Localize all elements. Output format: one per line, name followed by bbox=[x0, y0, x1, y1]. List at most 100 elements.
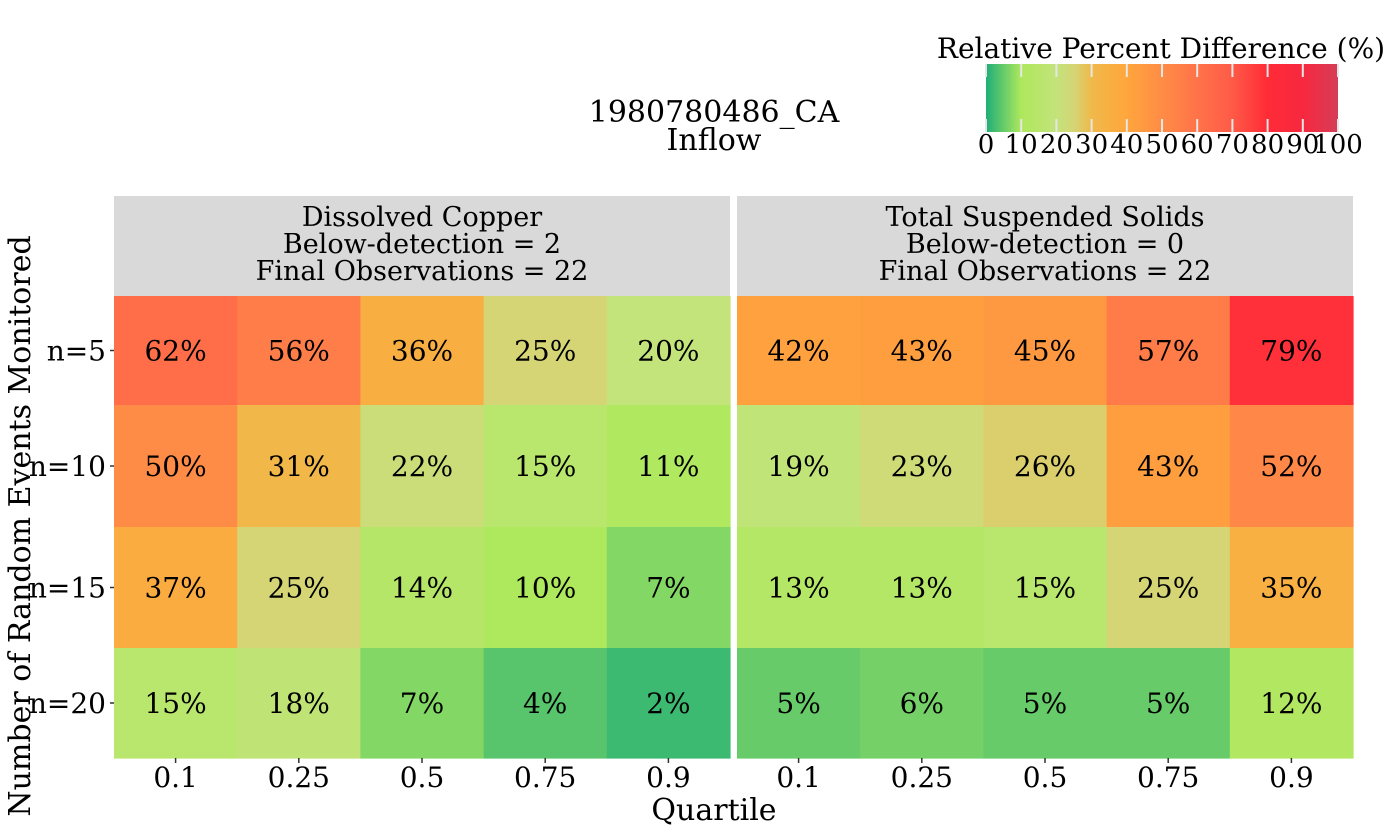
cell-value-label: 15% bbox=[144, 687, 206, 720]
facet-strip-label: Total Suspended Solids bbox=[885, 202, 1204, 233]
color-legend: Relative Percent Difference (%) 0 10 20 30 4… bbox=[937, 32, 1385, 160]
cell-value-label: 7% bbox=[400, 687, 444, 720]
heatmap-cell bbox=[237, 405, 361, 528]
y-axis-title: Number of Random Events Monitored bbox=[3, 235, 38, 816]
heatmap-cell bbox=[983, 527, 1108, 649]
cell-value-label: 62% bbox=[144, 335, 206, 368]
cell-value-label: 19% bbox=[767, 450, 829, 483]
cell-value-label: 2% bbox=[646, 687, 690, 720]
x-tick-label: 0.75 bbox=[514, 761, 576, 794]
heatmap-cell bbox=[114, 527, 238, 649]
cell-value-label: 5% bbox=[1146, 687, 1190, 720]
heatmap-cell bbox=[483, 527, 608, 649]
cell-value-label: 13% bbox=[767, 572, 829, 605]
heatmap-cell bbox=[606, 296, 731, 406]
cell-value-label: 35% bbox=[1260, 572, 1322, 605]
cell-value-label: 45% bbox=[1014, 335, 1076, 368]
cell-value-label: 4% bbox=[523, 687, 567, 720]
cell-value-label: 57% bbox=[1137, 335, 1199, 368]
heatmap-cell bbox=[983, 296, 1108, 406]
chart-subtitle: Inflow bbox=[667, 123, 762, 158]
heatmap-cell bbox=[1106, 405, 1231, 528]
legend-tick-label: 10 bbox=[1005, 130, 1038, 160]
heatmap-cell bbox=[114, 648, 238, 759]
cell-value-label: 56% bbox=[268, 335, 330, 368]
heatmap-cell bbox=[1106, 527, 1231, 649]
heatmap-cell bbox=[360, 296, 485, 406]
cell-value-label: 12% bbox=[1260, 687, 1322, 720]
legend-tick-label: 20 bbox=[1040, 130, 1073, 160]
cell-value-label: 26% bbox=[1014, 450, 1076, 483]
x-tick-label: 0.9 bbox=[1269, 761, 1314, 794]
heatmap-cell bbox=[860, 527, 984, 649]
legend-tick-label: 0 bbox=[978, 130, 995, 160]
cell-value-label: 25% bbox=[268, 572, 330, 605]
heatmap-cell bbox=[360, 405, 485, 528]
facet-strip-label: Dissolved Copper bbox=[302, 202, 542, 233]
cell-value-label: 6% bbox=[900, 687, 944, 720]
cell-value-label: 20% bbox=[637, 335, 699, 368]
heatmap-cell bbox=[860, 296, 984, 406]
facet-strip-label: Below-detection = 0 bbox=[906, 229, 1184, 260]
legend-tick-label: 60 bbox=[1181, 130, 1214, 160]
cell-value-label: 22% bbox=[391, 450, 453, 483]
facet-strip bbox=[114, 196, 730, 296]
heatmap-cell bbox=[860, 405, 984, 528]
heatmap-cell bbox=[237, 527, 361, 649]
y-tick-label: n=10 bbox=[29, 450, 106, 483]
cell-value-label: 43% bbox=[1137, 450, 1199, 483]
facet-strip-label: Final Observations = 22 bbox=[256, 256, 589, 287]
cell-value-label: 5% bbox=[776, 687, 820, 720]
legend-tick-label: 70 bbox=[1216, 130, 1249, 160]
cell-value-label: 13% bbox=[891, 572, 953, 605]
legend-tick-label: 100 bbox=[1313, 130, 1363, 160]
cell-value-label: 10% bbox=[514, 572, 576, 605]
y-tick-label: n=20 bbox=[29, 687, 106, 720]
heatmap-cell bbox=[737, 527, 861, 649]
heatmap-cell bbox=[860, 648, 984, 759]
cell-value-label: 42% bbox=[767, 335, 829, 368]
cell-value-label: 43% bbox=[891, 335, 953, 368]
facet-strip-label: Final Observations = 22 bbox=[879, 256, 1212, 287]
heatmap-cell bbox=[237, 648, 361, 759]
heatmap-cell bbox=[360, 648, 485, 759]
x-tick-label: 0.75 bbox=[1137, 761, 1199, 794]
legend-tick-label: 80 bbox=[1251, 130, 1284, 160]
cell-value-label: 23% bbox=[891, 450, 953, 483]
cell-value-label: 25% bbox=[1137, 572, 1199, 605]
cell-value-label: 15% bbox=[514, 450, 576, 483]
chart-title: 1980780486_CA bbox=[589, 95, 840, 130]
cell-value-label: 14% bbox=[391, 572, 453, 605]
heatmap-cell bbox=[483, 648, 608, 759]
x-tick-label: 0.9 bbox=[646, 761, 691, 794]
heatmap-cell bbox=[1229, 296, 1354, 406]
heatmap-cell bbox=[360, 527, 485, 649]
cell-value-label: 50% bbox=[144, 450, 206, 483]
heatmap-cell bbox=[1229, 527, 1354, 649]
heatmap-cell bbox=[606, 405, 731, 528]
heatmap-cell bbox=[737, 648, 861, 759]
heatmap-cell bbox=[606, 527, 731, 649]
heatmap-cell bbox=[1229, 405, 1354, 528]
cell-value-label: 18% bbox=[268, 687, 330, 720]
legend-title: Relative Percent Difference (%) bbox=[937, 32, 1385, 65]
legend-tick-label: 30 bbox=[1075, 130, 1108, 160]
heatmap-cell bbox=[606, 648, 731, 759]
heatmap-cell bbox=[737, 405, 861, 528]
x-tick-label: 0.25 bbox=[268, 761, 330, 794]
cell-value-label: 15% bbox=[1014, 572, 1076, 605]
x-tick-label: 0.5 bbox=[400, 761, 445, 794]
x-tick-label: 0.1 bbox=[153, 761, 198, 794]
cell-value-label: 5% bbox=[1023, 687, 1067, 720]
heatmap-cell bbox=[1229, 648, 1354, 759]
heatmap-cell bbox=[1106, 648, 1231, 759]
legend-tick-label: 40 bbox=[1110, 130, 1143, 160]
cell-value-label: 31% bbox=[268, 450, 330, 483]
cell-value-label: 37% bbox=[144, 572, 206, 605]
cell-value-label: 52% bbox=[1260, 450, 1322, 483]
